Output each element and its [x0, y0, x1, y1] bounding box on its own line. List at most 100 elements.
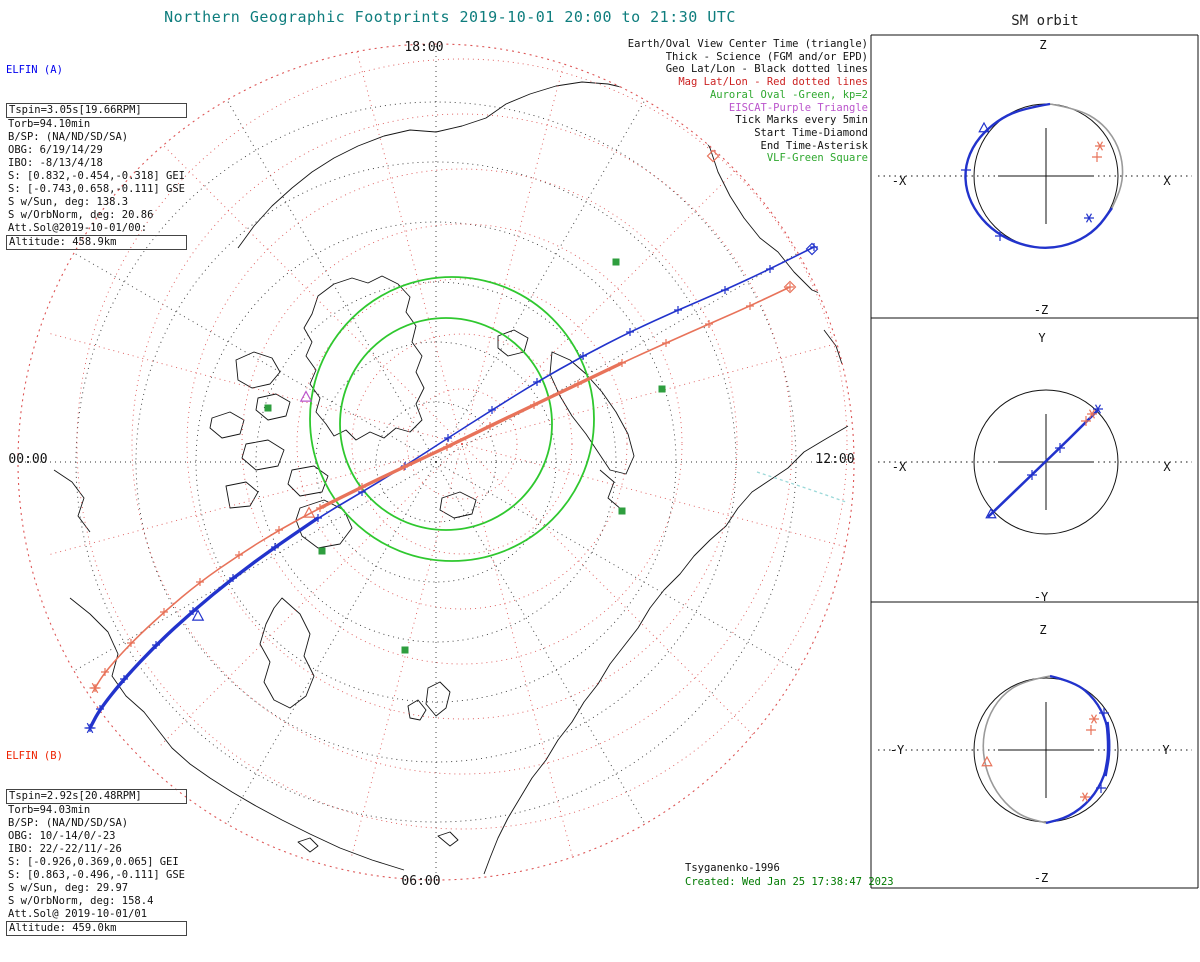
plus-marker — [1086, 725, 1096, 735]
info-line: S w/OrbNorm, deg: 158.4 — [8, 895, 154, 907]
info-line: B/SP: (NA/ND/SD/SA) — [8, 817, 129, 829]
info-line: IBO: -8/13/4/18 — [8, 157, 103, 169]
geo-longitude-line — [435, 461, 799, 672]
mag-longitude-line — [461, 443, 574, 860]
geo-longitude-line — [226, 99, 437, 463]
triangle-marker — [302, 506, 316, 518]
geo-grid-layer — [17, 43, 855, 881]
orbit-axis-label: -Y — [1034, 590, 1049, 604]
auroral-oval-circle — [309, 276, 595, 562]
info-line: S w/OrbNorm, deg: 20.86 — [8, 209, 154, 221]
info-line: OBG: 6/19/14/29 — [8, 144, 103, 156]
trajectories-layer — [84, 149, 819, 734]
mag-longitude-line — [350, 44, 463, 445]
plus-marker — [127, 639, 135, 647]
clock-label: 06:00 — [401, 874, 440, 889]
plus-marker — [152, 641, 160, 649]
asterisk-marker — [1087, 409, 1097, 419]
plus-marker — [96, 705, 104, 713]
diamond-marker — [706, 149, 720, 163]
triangle-marker — [978, 121, 990, 133]
geo-longitude-line — [73, 461, 437, 672]
plus-marker — [196, 578, 204, 586]
info-line: IBO: 22/-22/11/-26 — [8, 843, 122, 855]
plus-marker — [579, 352, 587, 360]
asterisk-marker — [1089, 714, 1099, 724]
info-line: S: [0.863,-0.496,-0.111] GSE — [8, 869, 186, 881]
info-line: S: [-0.743,0.658,-0.111] GSE — [8, 183, 186, 195]
orbit-axis-label: Y — [1162, 743, 1170, 757]
mag-latitude-ring — [186, 168, 738, 720]
info-line: Torb=94.10min — [8, 118, 91, 130]
vlf-square-marker — [612, 258, 620, 266]
mag-longitude-line — [46, 332, 463, 445]
orbit-arc — [1049, 103, 1124, 209]
asterisk-marker — [89, 682, 101, 694]
page-title: Northern Geographic Footprints 2019-10-0… — [164, 8, 736, 26]
coastline-iceland — [439, 491, 477, 519]
terminator-line — [756, 471, 847, 503]
earth-crosshair — [998, 128, 1094, 224]
plus-marker — [1081, 416, 1091, 426]
mag-longitude-line — [46, 443, 463, 556]
elfin-a-header: ELFIN (A) — [6, 64, 63, 76]
orbit-axis-label: -Y — [890, 743, 905, 757]
triangle-marker — [981, 755, 993, 767]
plus-marker — [1027, 470, 1037, 480]
legend-item: Geo Lat/Lon - Black dotted lines — [665, 63, 868, 76]
orbit-panel: Z -Y Y -Z — [878, 623, 1192, 885]
triangle-marker — [985, 507, 997, 519]
triangle-marker — [191, 609, 205, 621]
orbit-axis-label: X — [1163, 460, 1171, 474]
clock-label: 00:00 — [8, 452, 47, 467]
plus-marker — [533, 378, 541, 386]
elfin-a-lines: Tspin=3.05s[19.66RPM] Torb=94.10min B/SP: … — [6, 103, 188, 250]
info-line: Att.Sol@2019-10-01/00: — [8, 222, 148, 234]
mag-longitude-line — [157, 443, 463, 749]
plus-marker — [189, 607, 197, 615]
elfin-b-header: ELFIN (B) — [6, 750, 63, 762]
orbit-axis-label: Z — [1039, 38, 1046, 52]
mag-latitude-ring — [406, 388, 518, 500]
coastline-northamerica — [69, 597, 405, 871]
geo-longitude-line — [73, 252, 437, 463]
orbit-axis-label: X — [1163, 174, 1171, 188]
coastline-kamchatka — [823, 329, 843, 365]
asterisk-marker — [1080, 792, 1090, 802]
mag-longitude-line — [461, 443, 767, 749]
vlf-square-marker — [618, 507, 626, 515]
coastline-eurasia — [483, 425, 849, 875]
plus-marker — [618, 359, 626, 367]
mag-longitude-line — [461, 44, 574, 445]
asterisk-marker — [84, 722, 96, 734]
mag-grid-layer — [46, 44, 854, 860]
model-credit: Tsyganenko-1996 — [685, 862, 780, 874]
plus-marker — [444, 434, 452, 442]
plus-marker — [530, 401, 538, 409]
mag-latitude-ring — [131, 113, 793, 775]
info-line: S: [0.832,-0.454,-0.318] GEI — [8, 170, 186, 182]
legend-item: EISCAT-Purple Triangle — [728, 101, 868, 114]
plus-marker — [271, 543, 279, 551]
sm-orbit-title: SM orbit — [1011, 13, 1079, 29]
coastline-scandinavia — [549, 351, 635, 511]
mag-latitude-ring — [351, 333, 573, 555]
legend-item: Earth/Oval View Center Time (triangle) — [627, 38, 868, 50]
mag-longitude-line — [157, 139, 463, 445]
footprint-science-segment — [88, 516, 319, 729]
triangle-marker — [299, 390, 313, 402]
orbit-arc — [1103, 721, 1111, 777]
orbit-panel: Y -X X -Y — [878, 331, 1192, 604]
mag-latitude-ring — [296, 278, 628, 610]
orbit-axis-label: Y — [1038, 331, 1046, 345]
legend-item: End Time-Asterisk — [760, 139, 868, 152]
plus-marker — [766, 265, 774, 273]
mag-latitude-ring — [241, 223, 683, 665]
plus-marker — [746, 302, 754, 310]
plus-marker — [358, 483, 366, 491]
plus-marker — [235, 551, 243, 559]
orbit-axis-label: -X — [892, 174, 907, 188]
created-timestamp: Created: Wed Jan 25 17:38:47 2023 — [685, 876, 894, 888]
coastline-alaska-west — [53, 469, 91, 533]
coastline-islands — [209, 351, 353, 549]
